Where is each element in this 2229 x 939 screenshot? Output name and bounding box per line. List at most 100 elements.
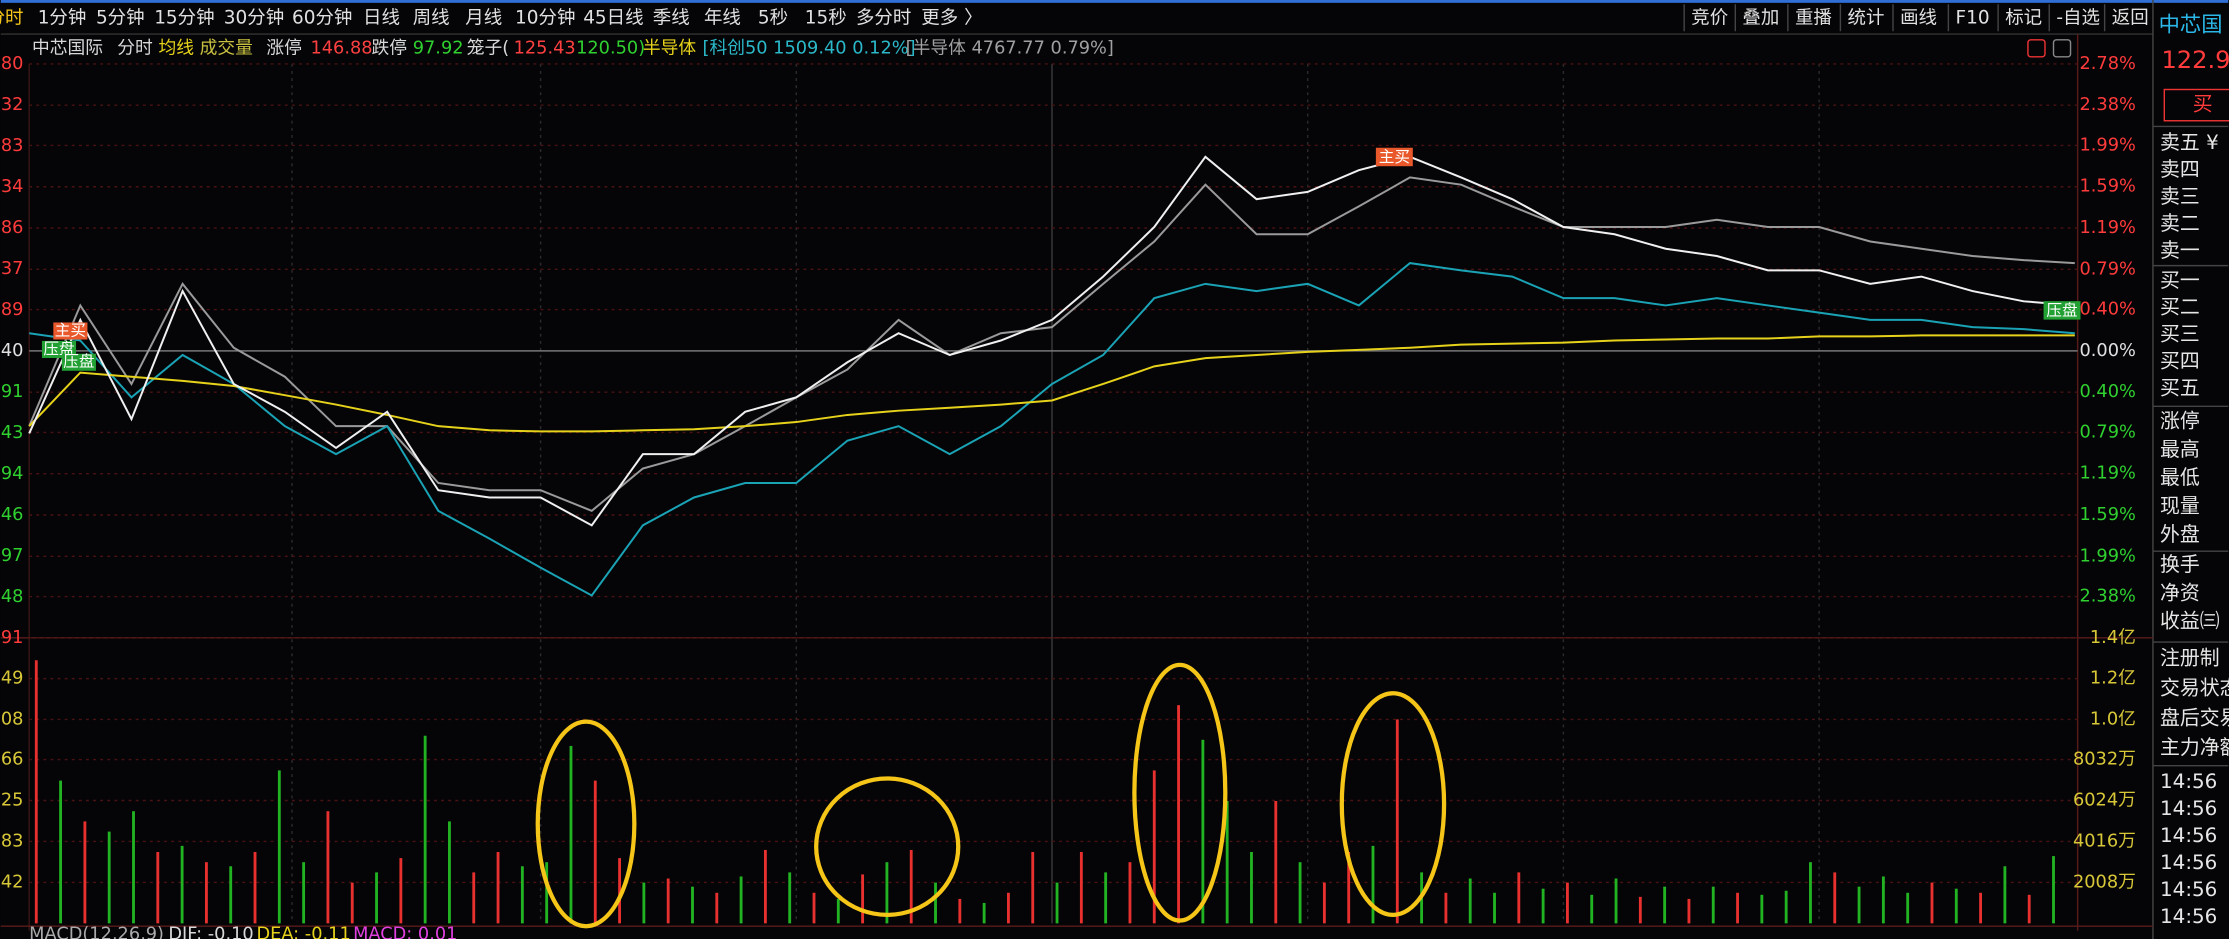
period-tab[interactable]: 10分钟 (515, 7, 575, 28)
volume-bar (253, 851, 257, 924)
left-axis-label: 49 (1, 669, 24, 689)
left-axis-label: 34 (1, 177, 24, 197)
volume-bar (1371, 845, 1375, 924)
index-kc50[interactable]: [科创50 1509.40 0.12%] (703, 37, 916, 58)
side-row: 14:56 (2160, 824, 2217, 847)
price-line (28, 334, 2075, 433)
left-axis-label: 97 (1, 546, 24, 566)
volume-bar (982, 902, 986, 924)
volume-bar (1979, 892, 1983, 924)
left-axis-label: 08 (1, 709, 24, 729)
period-tab[interactable]: 年线 (704, 7, 741, 28)
left-axis-label: 83 (1, 831, 24, 851)
period-tab[interactable]: 月线 (465, 7, 502, 28)
volume-bar (715, 892, 719, 924)
left-axis-label: 94 (1, 464, 24, 484)
volume-bar (909, 849, 913, 924)
tool-button[interactable]: 返回 (2112, 7, 2149, 28)
volume-bar (1055, 882, 1059, 924)
tool-button[interactable]: F10 (1955, 7, 1989, 28)
left-axis-label: 48 (1, 587, 24, 607)
y-tick-label: 2.38% (2080, 587, 2136, 607)
volume-bar (1493, 892, 1496, 924)
tool-button[interactable]: 标记 (2005, 7, 2042, 28)
cage-label: 笼子( (467, 37, 509, 58)
price-line (28, 155, 2075, 527)
volume-bar (375, 872, 378, 924)
side-row: 现量 (2160, 495, 2200, 518)
icon-button[interactable] (2027, 39, 2046, 58)
period-tab[interactable]: 季线 (653, 7, 690, 28)
volume-bar (836, 898, 840, 924)
period-tab[interactable]: 5分钟 (96, 7, 145, 28)
cage-low: 120.50) (576, 38, 645, 58)
volume-bar (1954, 888, 1958, 924)
period-tab[interactable]: 1分钟 (38, 7, 87, 28)
y-tick-label: 8032万 (2073, 750, 2136, 770)
y-tick-label: 1.0亿 (2090, 708, 2136, 729)
volume-bar (1517, 872, 1521, 924)
marker-box (2043, 301, 2081, 320)
volume-bar (618, 858, 621, 924)
tool-button[interactable]: 重播 (1795, 7, 1832, 28)
left-axis-label: 46 (1, 505, 24, 525)
volume-label[interactable]: 成交量 (200, 37, 253, 58)
period-tab[interactable]: 更多 〉 (921, 7, 982, 28)
volume-bar (1590, 894, 1594, 924)
volume-bar (1711, 886, 1715, 924)
volume-bar (1614, 878, 1618, 924)
buy-button-label[interactable]: 买 (2193, 93, 2213, 116)
period-tab[interactable]: 5秒 (758, 7, 788, 28)
period-tab[interactable]: 日线 (363, 7, 400, 28)
icon-button[interactable] (2052, 39, 2072, 58)
y-tick-label: 1.59% (2080, 505, 2136, 525)
volume-bar (448, 821, 451, 924)
period-tab[interactable]: 45日线 (583, 7, 643, 28)
left-axis-label: 89 (1, 300, 24, 320)
volume-bar (1444, 892, 1448, 924)
volume-bar (2027, 894, 2031, 924)
buy-button[interactable] (2163, 88, 2229, 122)
left-axis-label: 43 (1, 423, 24, 443)
avg-line-label[interactable]: 均线 (158, 37, 194, 58)
y-tick-label: 0.40% (2080, 300, 2136, 320)
volume-bar (156, 851, 160, 924)
period-tab[interactable]: 多分时 (856, 7, 911, 28)
volume-bar (1881, 876, 1885, 924)
tool-button[interactable]: 叠加 (1742, 7, 1779, 28)
volume-bar (107, 831, 111, 924)
period-tab[interactable]: 30分钟 (224, 7, 284, 28)
period-tab[interactable]: 周线 (413, 7, 450, 28)
tool-button[interactable]: -自选 (2056, 7, 2100, 28)
macd-dif: DIF: -0.10 (168, 925, 253, 939)
cage-high: 125.43 (514, 38, 576, 58)
volume-bar (763, 849, 767, 924)
side-row: 净资 (2160, 581, 2200, 604)
period-tab[interactable]: 分时 (0, 7, 23, 28)
side-stock: 中芯国 (2159, 13, 2223, 38)
tool-button[interactable]: 竞价 (1691, 7, 1728, 28)
tool-button[interactable]: 统计 (1848, 7, 1885, 28)
y-tick-label: 0.40% (2080, 382, 2136, 402)
period-tab[interactable]: 60分钟 (292, 7, 352, 28)
volume-bar (1128, 862, 1132, 924)
volume-bar (1736, 892, 1739, 924)
marker: 主买 (55, 321, 86, 339)
mode[interactable]: 分时 (117, 37, 153, 58)
period-tab[interactable]: 15分钟 (154, 7, 214, 28)
volume-bar (423, 735, 427, 924)
tool-button[interactable]: 画线 (1900, 7, 1937, 28)
y-tick-label: 6024万 (2073, 791, 2136, 811)
side-row: 盘后交易 (2160, 706, 2229, 729)
volume-bar (1395, 719, 1399, 924)
volume-bar (934, 882, 937, 924)
period-tab[interactable]: 15秒 (805, 7, 847, 28)
side-row: 买四 (2160, 350, 2200, 373)
volume-bar (34, 660, 38, 924)
sector[interactable]: 半导体 (643, 37, 697, 58)
index-semis[interactable]: [半导体 4767.77 0.79%] (906, 37, 1114, 58)
side-row: 买五 (2160, 377, 2200, 400)
volume-bar (788, 872, 792, 924)
volume-bar (1857, 886, 1861, 924)
side-row: 最高 (2160, 438, 2200, 461)
